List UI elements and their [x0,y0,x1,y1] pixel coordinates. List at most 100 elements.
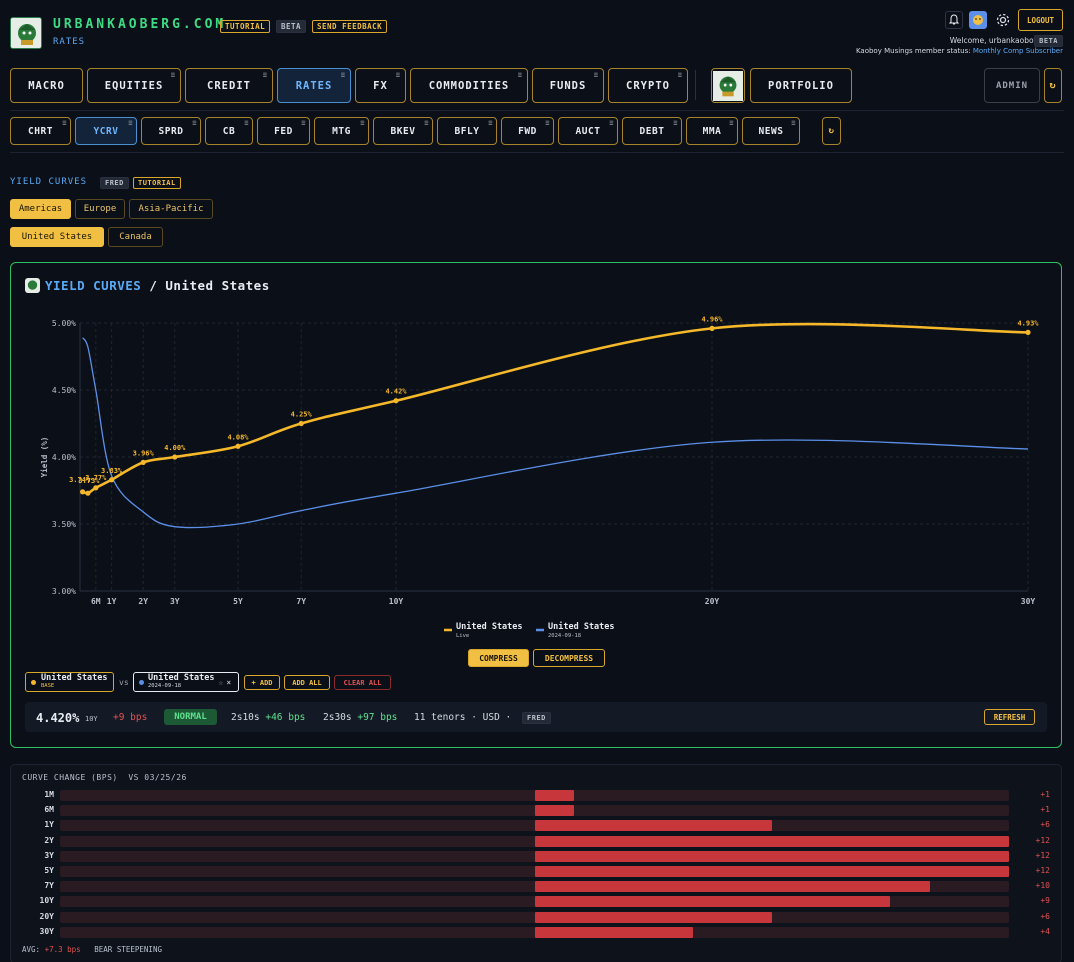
logout-button[interactable]: LOGOUT [1018,9,1063,31]
data-label: 3.73% [78,477,100,485]
section-tutorial-tag[interactable]: TUTORIAL [133,177,181,189]
menu-icon[interactable]: ≡ [791,119,796,127]
add-series-button[interactable]: + ADD [244,675,280,690]
member-status-value[interactable]: Monthly Comp Subscriber [972,47,1063,55]
subnav-label: FWD [518,125,537,137]
nav-admin[interactable]: ADMIN [984,68,1040,103]
subnav-mtg[interactable]: MTG ≡ [314,117,369,145]
menu-icon[interactable]: ≡ [301,119,306,127]
nav-credit[interactable]: CREDIT ≡ [185,68,273,103]
data-point[interactable] [298,420,304,427]
star-icon[interactable]: ☆ [218,677,224,687]
tutorial-tag[interactable]: TUTORIAL [220,20,271,33]
subnav-ycrv[interactable]: YCRV ≡ [75,117,137,145]
subnav-sprd[interactable]: SPRD ≡ [141,117,201,145]
region-asia-pacific[interactable]: Asia-Pacific [129,199,213,219]
nav-portfolio[interactable]: PORTFOLIO [750,68,852,103]
gear-icon[interactable] [995,12,1011,32]
subnav-cb[interactable]: CB ≡ [205,117,253,145]
nav-crypto[interactable]: CRYPTO ≡ [608,68,688,103]
avatar-icon[interactable] [969,11,987,29]
compress-button[interactable]: COMPRESS [468,649,529,667]
subnav-news[interactable]: NEWS ≡ [742,117,800,145]
curve-change-bar [534,835,1009,847]
data-point[interactable] [393,398,399,404]
subnav-debt[interactable]: DEBT ≡ [622,117,682,145]
menu-icon[interactable]: ≡ [192,119,197,127]
menu-icon[interactable]: ≡ [244,119,249,127]
nav-fx[interactable]: FX ≡ [355,68,406,103]
menu-icon[interactable]: ≡ [609,119,614,127]
menu-icon[interactable]: ≡ [593,71,599,79]
send-feedback-button[interactable]: SEND FEEDBACK [312,20,388,33]
data-point[interactable] [140,459,146,465]
decompress-button[interactable]: DECOMPRESS [533,649,605,667]
data-point[interactable] [1025,329,1031,335]
series-compare-line[interactable] [82,337,1029,529]
curve-change-bar [534,820,772,832]
region-americas[interactable]: Americas [10,199,71,219]
curve-change-value: +4 [1040,926,1050,936]
nav-rates[interactable]: RATES ≡ [277,68,351,103]
series-live-line[interactable] [82,322,1029,495]
legend-label[interactable]: United States [456,621,523,632]
data-point[interactable] [109,477,115,483]
subnav-label: BFLY [454,125,480,137]
subnav-fwd[interactable]: FWD ≡ [501,117,554,145]
subnav-mma[interactable]: MMA ≡ [686,117,738,145]
nav-equities[interactable]: EQUITIES ≡ [87,68,181,103]
subnav-refresh-button[interactable]: ↻ [822,117,841,145]
regime-badge: NORMAL [164,709,217,725]
close-icon[interactable]: × [226,677,232,687]
nav-funds[interactable]: FUNDS ≡ [532,68,604,103]
menu-icon[interactable]: ≡ [545,119,550,127]
nav-macro[interactable]: MACRO [10,68,83,103]
nav-label: FUNDS [549,79,587,92]
menu-icon[interactable]: ≡ [262,71,268,79]
menu-icon[interactable]: ≡ [673,119,678,127]
compare-series-tag[interactable]: United States 2024-09-18 ☆ × [133,672,239,692]
menu-icon[interactable]: ≡ [424,119,429,127]
subnav-bfly[interactable]: BFLY ≡ [437,117,497,145]
subnav-auct[interactable]: AUCT ≡ [558,117,618,145]
menu-icon[interactable]: ≡ [677,71,683,79]
menu-icon[interactable]: ≡ [360,119,365,127]
menu-icon[interactable]: ≡ [340,71,346,79]
data-point[interactable] [93,485,99,491]
nav-refresh-button[interactable]: ↻ [1044,68,1062,103]
brand-logo[interactable] [10,17,42,49]
legend-label[interactable]: United States [548,621,615,632]
data-point[interactable] [85,490,91,496]
add-all-button[interactable]: ADD ALL [284,675,330,690]
portfolio-logo[interactable] [711,68,745,103]
data-point[interactable] [235,443,241,449]
curve-change-value: +1 [1040,805,1050,815]
base-series-tag[interactable]: United States BASE [25,672,114,692]
data-point[interactable] [80,489,86,495]
subnav-bkev[interactable]: BKEV ≡ [373,117,433,145]
menu-icon[interactable]: ≡ [729,119,734,127]
country-canada[interactable]: Canada [108,227,163,247]
menu-icon[interactable]: ≡ [62,119,67,127]
data-point[interactable] [172,454,178,460]
subnav-fed[interactable]: FED ≡ [257,117,310,145]
menu-icon[interactable]: ≡ [517,71,523,79]
nav-commodities[interactable]: COMMODITIES ≡ [410,68,528,103]
data-label: 4.08% [227,433,249,441]
menu-icon[interactable]: ≡ [128,119,133,127]
data-point[interactable] [709,325,715,331]
menu-icon[interactable]: ≡ [170,71,176,79]
region-europe[interactable]: Europe [75,199,125,219]
card-title-section[interactable]: YIELD CURVES [45,278,142,293]
brand-name[interactable]: URBANKAOBERG.COM [53,17,227,32]
menu-icon[interactable]: ≡ [488,119,493,127]
yield-curve-chart[interactable]: 3.00% 3.50% 4.00% 4.50% 5.00% 6M 1Y 2Y 3Y 5Y 7Y 10Y… [10,300,1062,650]
card-logo-icon [25,278,40,293]
country-united-states[interactable]: United States [10,227,104,247]
menu-icon[interactable]: ≡ [395,71,401,79]
bell-icon[interactable] [945,11,963,29]
subnav-chrt[interactable]: CHRT ≡ [10,117,71,145]
clear-all-button[interactable]: CLEAR ALL [334,675,391,690]
yield-curve-card [10,262,1062,748]
refresh-button[interactable]: REFRESH [984,709,1035,725]
